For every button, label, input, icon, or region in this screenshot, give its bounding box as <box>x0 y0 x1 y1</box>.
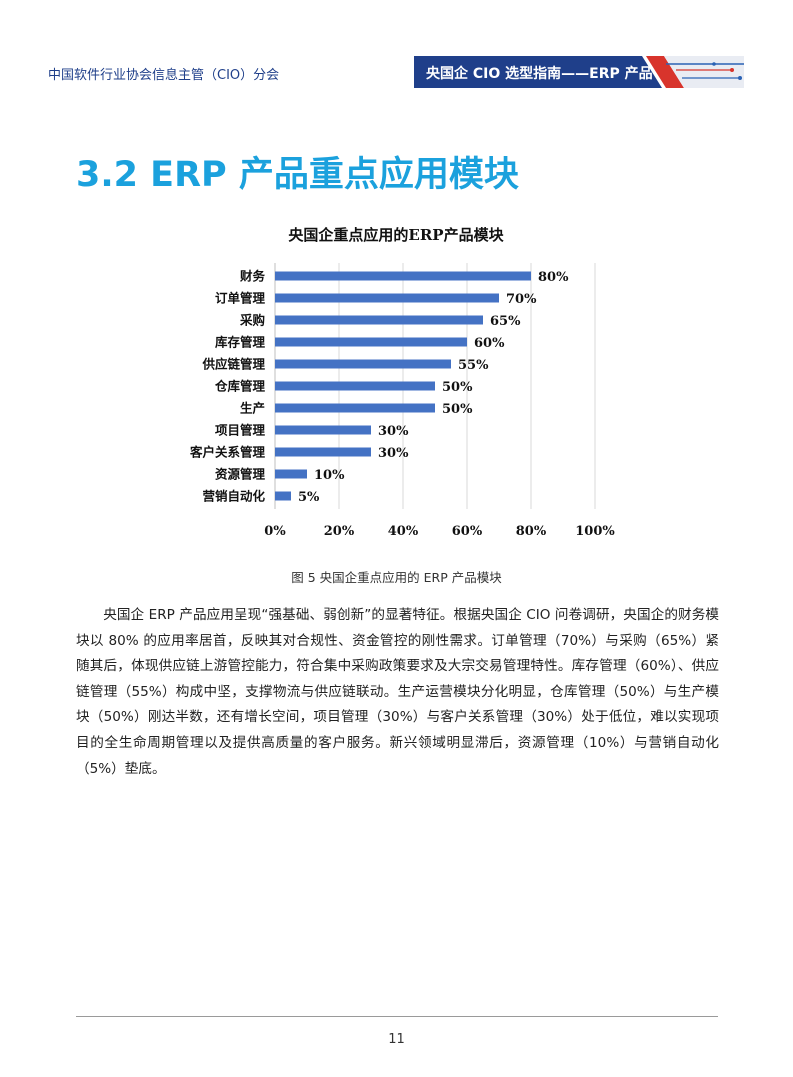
bar-chart: 央国企重点应用的ERP产品模块 财务订单管理采购库存管理供应链管理仓库管理生产项… <box>160 218 640 548</box>
value-label: 50% <box>442 402 473 417</box>
value-label: 10% <box>314 468 345 483</box>
chart-bars <box>275 271 531 501</box>
header-organization: 中国软件行业协会信息主管（CIO）分会 <box>48 68 280 83</box>
chart-value-labels: 80%70% 65% 60% 55% 50% 50% 30% 30% 10% 5% <box>298 270 569 505</box>
value-label: 80% <box>538 270 569 285</box>
bar-9 <box>275 469 307 479</box>
bar-5 <box>275 381 435 391</box>
category-label: 项目管理 <box>215 423 266 438</box>
category-label: 财务 <box>239 269 266 284</box>
category-label: 仓库管理 <box>214 379 266 394</box>
x-tick-label: 0% <box>264 524 286 539</box>
value-label: 65% <box>490 314 521 329</box>
body-paragraph: 央国企 ERP 产品应用呈现“强基础、弱创新”的显著特征。根据央国企 CIO 问… <box>76 607 719 777</box>
chart-title: 央国企重点应用的ERP产品模块 <box>288 226 504 244</box>
category-label: 生产 <box>240 401 265 416</box>
bar-7 <box>275 425 371 435</box>
bar-chart-svg: 央国企重点应用的ERP产品模块 财务订单管理采购库存管理供应链管理仓库管理生产项… <box>189 226 615 539</box>
figure-caption: 图 5 央国企重点应用的 ERP 产品模块 <box>291 570 502 585</box>
footer-divider <box>76 1016 718 1017</box>
value-label: 70% <box>506 292 537 307</box>
value-label: 30% <box>378 424 409 439</box>
category-label: 营销自动化 <box>202 489 265 504</box>
x-tick-label: 100% <box>575 524 615 539</box>
value-label: 55% <box>458 358 489 373</box>
value-label: 30% <box>378 446 409 461</box>
category-label: 库存管理 <box>215 335 266 350</box>
bar-6 <box>275 403 435 413</box>
bar-10 <box>275 491 291 501</box>
page-number: 11 <box>388 1032 405 1047</box>
chart-x-ticks: 0% 20% 40% 60% 80% 100% <box>264 524 615 539</box>
bar-3 <box>275 337 467 347</box>
section-title: 3.2 ERP 产品重点应用模块 <box>76 155 519 195</box>
x-tick-label: 40% <box>388 524 419 539</box>
value-label: 60% <box>474 336 505 351</box>
bar-4 <box>275 359 451 369</box>
chart-category-labels: 财务订单管理采购库存管理供应链管理仓库管理生产项目管理客户关系管理资源管理营销自… <box>189 269 266 504</box>
bar-2 <box>275 315 483 325</box>
x-tick-label: 80% <box>516 524 547 539</box>
category-label: 客户关系管理 <box>189 445 266 460</box>
value-label: 5% <box>298 490 320 505</box>
category-label: 资源管理 <box>215 467 266 482</box>
x-tick-label: 20% <box>324 524 355 539</box>
banner-title: 央国企 CIO 选型指南——ERP 产品 <box>426 66 653 82</box>
category-label: 订单管理 <box>215 291 266 306</box>
header-banner: 央国企 CIO 选型指南——ERP 产品 <box>414 56 744 88</box>
bar-1 <box>275 293 499 303</box>
bar-8 <box>275 447 371 457</box>
category-label: 采购 <box>239 313 265 328</box>
category-label: 供应链管理 <box>201 357 265 372</box>
banner-decoration-icon <box>414 56 744 88</box>
value-label: 50% <box>442 380 473 395</box>
x-tick-label: 60% <box>452 524 483 539</box>
bar-0 <box>275 271 531 281</box>
